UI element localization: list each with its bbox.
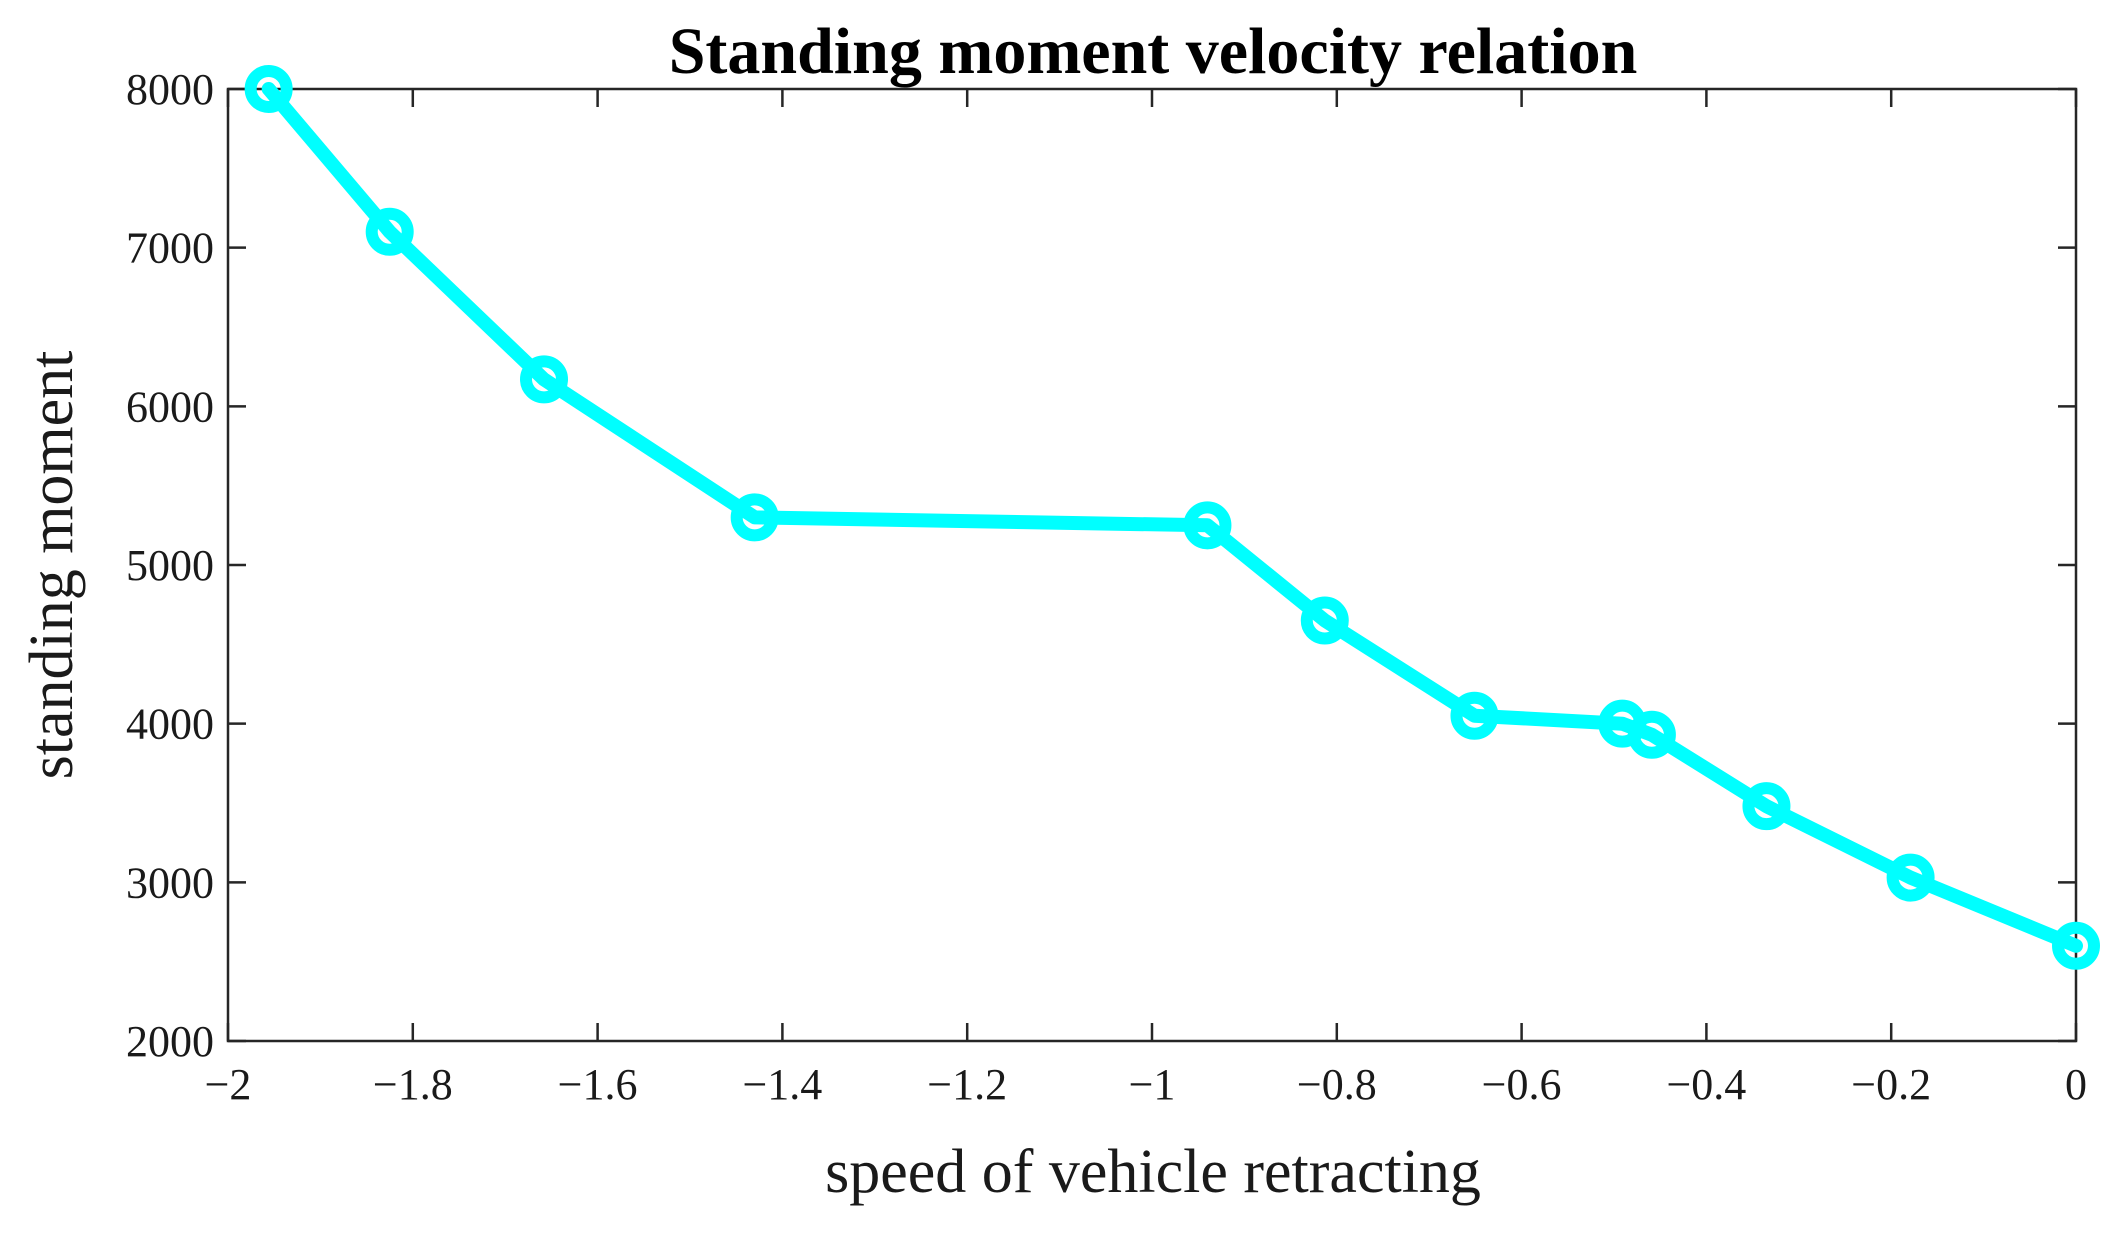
- data-point: [520, 355, 569, 404]
- y-tick-label: 6000: [126, 382, 214, 431]
- x-tick-label: −0.2: [1851, 1060, 1931, 1109]
- data-point: [1742, 782, 1791, 831]
- series-layer: [244, 65, 2100, 970]
- data-point: [1886, 853, 1935, 902]
- data-point: [2052, 921, 2100, 970]
- data-point: [730, 493, 779, 542]
- x-tick-label: −1.2: [927, 1060, 1007, 1109]
- x-tick-label: −0.4: [1666, 1060, 1746, 1109]
- x-tick-label: −2: [205, 1060, 252, 1109]
- x-tick-label: −1.4: [742, 1060, 822, 1109]
- x-tick-label: 0: [2065, 1060, 2087, 1109]
- x-axis: −2 −1.8 −1.6 −1.4 −1.2 −1 −0.8 −0.6 −0.4 −0.2 0: [205, 89, 2087, 1109]
- plot-frame: [226, 87, 2078, 1043]
- x-tick-label: −1: [1129, 1060, 1176, 1109]
- data-point: [1627, 710, 1676, 759]
- y-tick-label: 7000: [126, 224, 214, 273]
- chart-title: Standing moment velocity relation: [669, 15, 1638, 88]
- x-tick-label: −1.6: [558, 1060, 638, 1109]
- x-axis-label: speed of vehicle retracting: [825, 1138, 1481, 1206]
- data-point: [365, 207, 414, 256]
- series-line: [261, 82, 2083, 953]
- x-tick-label: −1.8: [373, 1060, 453, 1109]
- data-point: [1183, 501, 1232, 550]
- y-tick-label: 4000: [126, 700, 214, 749]
- y-tick-label: 2000: [126, 1017, 214, 1066]
- data-point: [1300, 596, 1349, 645]
- data-point: [1450, 691, 1499, 740]
- y-axis: 2000 3000 4000 5000 6000 7000 8000: [126, 65, 2076, 1066]
- x-tick-label: −0.8: [1297, 1060, 1377, 1109]
- y-axis-label: standing moment: [18, 351, 86, 780]
- y-tick-label: 3000: [126, 858, 214, 907]
- y-tick-label: 8000: [126, 65, 214, 114]
- x-tick-label: −0.6: [1482, 1060, 1562, 1109]
- y-tick-label: 5000: [126, 541, 214, 590]
- data-point: [244, 65, 293, 113]
